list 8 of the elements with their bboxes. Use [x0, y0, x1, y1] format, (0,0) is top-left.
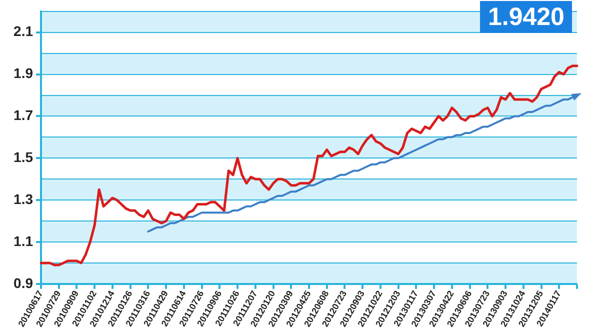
- annotation: 1.9420: [480, 1, 572, 33]
- y-tick-label: 0.9: [14, 274, 34, 291]
- y-tick-label: 1.1: [14, 232, 34, 249]
- y-tick-label: 1.3: [14, 190, 34, 207]
- y-tick-label: 1.9: [14, 65, 34, 82]
- y-tick-label: 1.5: [14, 149, 34, 165]
- y-tick-label: 1.7: [14, 107, 34, 124]
- y-tick-label: 2.1: [14, 23, 34, 40]
